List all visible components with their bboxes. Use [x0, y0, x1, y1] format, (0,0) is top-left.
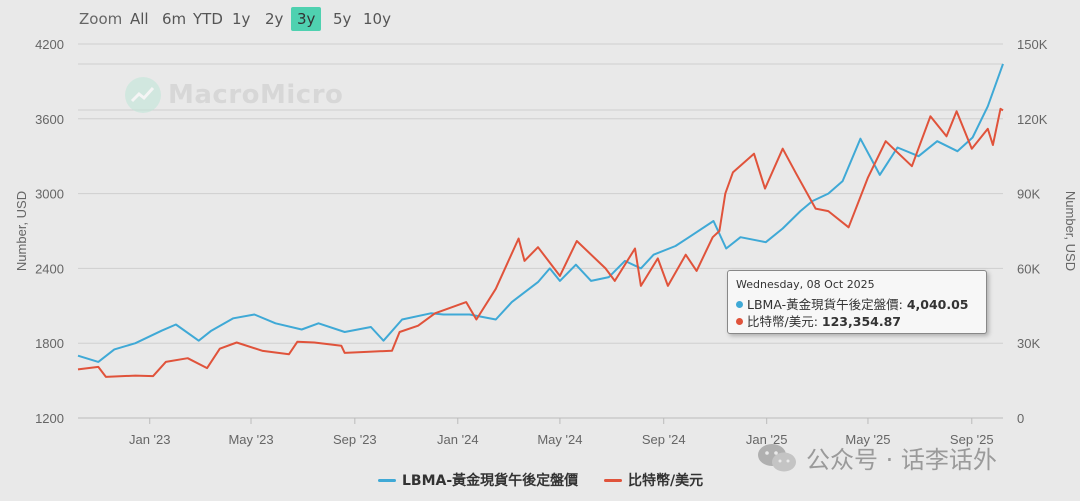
y-right-tick-label: 60K: [1017, 261, 1040, 276]
x-tick-label: Jan '23: [129, 432, 171, 447]
zoom-3y-button[interactable]: 3y: [291, 7, 322, 31]
y-left-tick-label: 2400: [35, 261, 64, 276]
macromicro-logo-icon: [125, 77, 161, 113]
zoom-1y-button[interactable]: 1y: [232, 10, 251, 28]
chart-tooltip: Wednesday, 08 Oct 2025 LBMA-黃金現貨午後定盤價: 4…: [727, 270, 987, 334]
y-right-tick-label: 150K: [1017, 37, 1048, 52]
zoom-ytd-button[interactable]: YTD: [193, 10, 223, 28]
y-right-tick-label: 90K: [1017, 187, 1040, 202]
wechat-icon: [758, 443, 796, 471]
x-tick-label: Sep '23: [333, 432, 377, 447]
tooltip-btc-name: 比特幣/美元: [747, 314, 814, 329]
zoom-10y-button[interactable]: 10y: [363, 10, 391, 28]
zoom-label: Zoom: [79, 10, 123, 28]
gold-dot-icon: [736, 301, 743, 308]
tooltip-row-btc: 比特幣/美元: 123,354.87: [736, 311, 901, 330]
legend-gold-label: LBMA-黃金現貨午後定盤價: [402, 473, 579, 489]
y-left-tick-label: 1200: [35, 411, 64, 426]
gold-price-line: [77, 63, 1004, 363]
tooltip-gold-name: LBMA-黃金現貨午後定盤價: [747, 297, 899, 312]
chart-legend: LBMA-黃金現貨午後定盤價 比特幣/美元: [0, 470, 1080, 490]
watermark-text: MacroMicro: [168, 80, 344, 110]
zoom-6m-button[interactable]: 6m: [162, 10, 187, 28]
x-tick-label: Sep '25: [950, 432, 994, 447]
y-right-tick-label: 120K: [1017, 112, 1048, 127]
y-left-tick-label: 4200: [35, 37, 64, 52]
x-tick-label: May '23: [228, 432, 273, 447]
x-tick-label: Jan '24: [437, 432, 479, 447]
zoom-2y-button[interactable]: 2y: [265, 10, 284, 28]
footer-watermark-text: 公众号 · 话李话外: [806, 446, 997, 474]
x-tick-label: Jan '25: [746, 432, 788, 447]
y-left-axis-title: Number, USD: [14, 191, 29, 271]
legend-item-gold[interactable]: LBMA-黃金現貨午後定盤價: [378, 470, 578, 490]
legend-btc-label: 比特幣/美元: [628, 473, 704, 489]
zoom-all-button[interactable]: All: [130, 10, 149, 28]
tooltip-btc-value: 123,354.87: [821, 314, 901, 329]
gold-legend-line-icon: [378, 478, 396, 482]
x-tick-label: Sep '24: [642, 432, 686, 447]
tooltip-row-gold: LBMA-黃金現貨午後定盤價: 4,040.05: [736, 294, 969, 313]
y-right-tick-label: 30K: [1017, 336, 1040, 351]
wechat-watermark: 公众号 · 话李话外: [756, 440, 997, 475]
tooltip-date: Wednesday, 08 Oct 2025: [736, 278, 875, 291]
zoom-5y-button[interactable]: 5y: [333, 10, 352, 28]
tooltip-gold-value: 4,040.05: [906, 297, 969, 312]
x-tick-label: May '24: [537, 432, 582, 447]
btc-dot-icon: [736, 318, 743, 325]
x-tick-label: May '25: [845, 432, 890, 447]
y-left-tick-label: 3600: [35, 112, 64, 127]
btc-legend-line-icon: [604, 478, 622, 482]
y-left-tick-label: 3000: [35, 187, 64, 202]
macromicro-watermark: MacroMicro: [124, 76, 343, 114]
y-right-axis-title: Number, USD: [1063, 191, 1078, 271]
y-right-tick-label: 0: [1017, 411, 1024, 426]
y-left-tick-label: 1800: [35, 336, 64, 351]
bitcoin-price-line: [77, 107, 1004, 378]
legend-item-btc[interactable]: 比特幣/美元: [604, 470, 703, 490]
